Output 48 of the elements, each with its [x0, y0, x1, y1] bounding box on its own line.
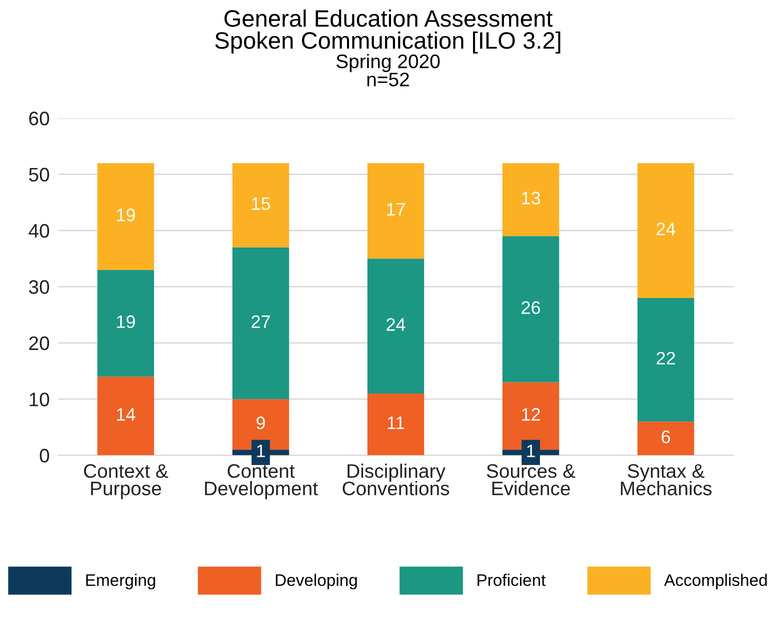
y-tick-label: 60	[29, 112, 50, 126]
bar	[502, 163, 560, 236]
bar	[502, 236, 560, 382]
bar	[97, 376, 154, 456]
data-label: 9	[256, 416, 265, 430]
data-label: 11	[388, 416, 404, 430]
bar	[367, 163, 424, 259]
data-label: 24	[386, 318, 406, 331]
data-label: 19	[117, 315, 135, 328]
data-label: 14	[117, 408, 136, 421]
legend-label: Developing	[276, 574, 357, 590]
bar	[97, 270, 154, 377]
bar	[367, 258, 424, 394]
data-label: 19	[117, 208, 135, 222]
data-label: 15	[252, 197, 270, 210]
x-tick-label: Context & Purpose	[84, 464, 168, 500]
legend-label: Accomplished	[664, 574, 767, 590]
y-tick-label: 20	[29, 336, 50, 350]
bar	[232, 163, 290, 248]
x-tick-label: Disciplinary Conventions	[342, 464, 450, 496]
bar	[637, 298, 694, 422]
data-label: 13	[522, 192, 540, 204]
chart-subtitle: Spring 2020 n=52	[336, 54, 440, 86]
bar	[232, 247, 290, 400]
chart-title: General Education Assessment Spoken Communication [ILO 3.2]	[215, 10, 560, 54]
bar	[637, 163, 694, 298]
y-tick-label: 40	[28, 224, 50, 238]
data-label: 17	[387, 203, 405, 216]
data-label: 6	[662, 430, 670, 444]
legend-label: Proficient	[478, 574, 546, 586]
data-label: 26	[522, 301, 540, 314]
x-tick-label: Syntax & Mechanics	[620, 464, 712, 496]
data-label: 27	[252, 315, 270, 328]
y-tick-label: 0	[40, 448, 50, 463]
bar	[637, 422, 694, 456]
x-tick-label: Content Development	[205, 464, 318, 500]
x-tick-label: Sources & Evidence	[486, 464, 576, 496]
data-label: 1	[257, 444, 265, 458]
data-label: 1	[527, 444, 535, 458]
y-tick-label: 10	[30, 392, 50, 406]
bar	[97, 163, 154, 270]
bar	[367, 393, 424, 456]
y-tick-label: 30	[28, 280, 50, 294]
data-label: 12	[522, 408, 540, 421]
y-tick-label: 50	[29, 168, 50, 182]
data-label: 24	[656, 222, 676, 236]
legend-label: Emerging	[86, 574, 156, 590]
data-label: 22	[656, 352, 675, 364]
